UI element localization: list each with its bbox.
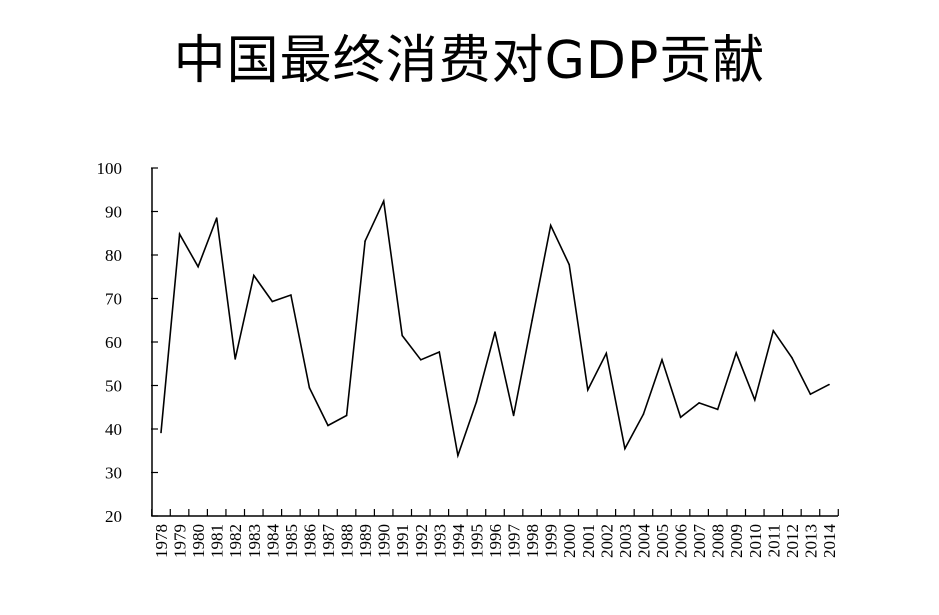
- data-point: [364, 240, 366, 242]
- y-tick-label: 20: [105, 507, 122, 526]
- data-point: [327, 424, 329, 427]
- data-point: [271, 300, 274, 303]
- data-point: [587, 389, 589, 391]
- x-tick-label: 1992: [412, 524, 431, 558]
- data-point: [828, 383, 830, 386]
- x-tick-label: 1980: [189, 524, 208, 558]
- data-point: [624, 447, 626, 450]
- x-tick-label: 1995: [467, 524, 486, 558]
- data-point: [308, 386, 311, 389]
- data-point: [735, 352, 737, 354]
- x-tick-label: 2014: [820, 524, 839, 559]
- x-tick-label: 2008: [709, 524, 728, 558]
- y-tick-label: 30: [105, 464, 122, 483]
- data-point: [253, 274, 255, 277]
- x-tick-label: 2002: [597, 524, 616, 558]
- x-tick-label: 1988: [338, 524, 357, 558]
- data-point: [661, 359, 663, 361]
- data-point: [512, 414, 515, 417]
- x-tick-label: 1989: [356, 524, 375, 558]
- x-tick-label: 2011: [764, 524, 783, 557]
- data-point: [475, 401, 478, 403]
- data-point: [642, 413, 645, 416]
- y-tick-label: 40: [105, 420, 122, 439]
- data-point: [401, 334, 404, 337]
- data-point: [215, 217, 218, 219]
- data-point: [754, 399, 756, 401]
- x-tick-label: 2005: [653, 524, 672, 558]
- data-point: [178, 233, 181, 235]
- data-point: [345, 414, 348, 417]
- x-tick-label: 1993: [430, 524, 449, 558]
- data-point: [772, 329, 775, 332]
- data-point: [382, 200, 385, 202]
- x-tick-label: 2006: [672, 524, 691, 558]
- y-tick-label: 60: [105, 333, 122, 352]
- x-tick-label: 1983: [245, 524, 264, 558]
- x-tick-label: 2007: [690, 524, 709, 559]
- data-point: [160, 431, 162, 434]
- data-point: [234, 358, 236, 360]
- data-point: [457, 454, 459, 457]
- data-point: [494, 331, 496, 333]
- data-point: [549, 224, 552, 227]
- x-tick-label: 1982: [226, 524, 245, 558]
- x-tick-label: 2003: [616, 524, 635, 558]
- data-point: [197, 265, 199, 268]
- data-point: [290, 294, 292, 296]
- x-tick-label: 1998: [523, 524, 542, 558]
- y-tick-label: 50: [105, 377, 122, 396]
- x-tick-label: 1979: [171, 524, 190, 558]
- data-point: [568, 263, 570, 266]
- x-tick-label: 2000: [560, 524, 579, 558]
- x-tick-label: 1987: [319, 524, 338, 559]
- x-tick-label: 1985: [282, 524, 301, 558]
- x-tick-label: 2009: [727, 524, 746, 558]
- x-tick-label: 2010: [746, 524, 765, 558]
- x-tick-label: 1996: [486, 524, 505, 558]
- data-point: [605, 352, 608, 355]
- x-tick-label: 1984: [263, 524, 282, 559]
- y-tick-label: 90: [105, 203, 122, 222]
- x-tick-label: 1994: [449, 524, 468, 559]
- x-tick-label: 1990: [375, 524, 394, 558]
- series-line: [160, 198, 830, 459]
- x-tick-label: 2004: [634, 524, 653, 559]
- data-point: [531, 319, 533, 322]
- x-tick-label: 1986: [300, 524, 319, 558]
- x-tick-label: 2012: [783, 524, 802, 558]
- x-tick-label: 1999: [542, 524, 561, 558]
- x-tick-label: 1991: [393, 524, 412, 558]
- data-point: [420, 359, 422, 361]
- data-point: [679, 416, 682, 419]
- data-point: [791, 356, 793, 359]
- data-point: [809, 393, 812, 396]
- x-tick-label: 2013: [801, 524, 820, 558]
- data-point: [716, 408, 719, 411]
- x-tick-label: 2001: [579, 524, 598, 558]
- x-tick-label: 1978: [152, 524, 171, 558]
- x-tick-label: 1981: [208, 524, 227, 558]
- data-point: [438, 351, 441, 353]
- y-tick-label: 70: [105, 290, 122, 309]
- x-tick-label: 1997: [505, 524, 524, 559]
- data-point: [698, 402, 700, 404]
- y-tick-label: 100: [97, 159, 123, 178]
- chart-title: 中国最终消费对GDP贡献: [173, 31, 766, 91]
- y-tick-label: 80: [105, 246, 122, 265]
